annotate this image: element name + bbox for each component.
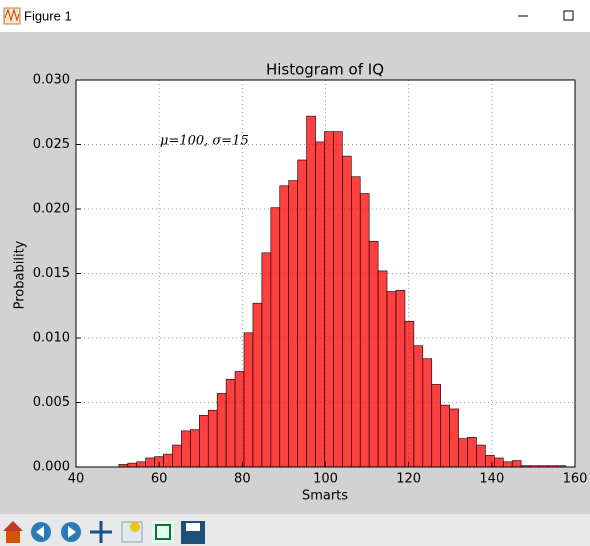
maximize-button[interactable] — [563, 10, 574, 21]
bar — [243, 332, 254, 468]
bar — [368, 240, 379, 468]
pan-button[interactable] — [90, 521, 112, 543]
bar — [485, 455, 495, 468]
bar — [422, 358, 433, 468]
save-button[interactable] — [181, 521, 205, 544]
x-tick-label: 120 — [396, 472, 421, 487]
bar — [449, 408, 459, 468]
bar — [377, 270, 388, 468]
subplots-button[interactable] — [152, 521, 174, 543]
zoom-button[interactable] — [121, 521, 143, 543]
bar — [440, 404, 450, 468]
bar — [270, 207, 281, 468]
bar — [216, 393, 227, 468]
bar — [342, 155, 352, 468]
bar — [458, 438, 468, 468]
bar — [494, 457, 504, 468]
bar — [404, 320, 415, 468]
y-tick-label: 0.030 — [33, 73, 70, 88]
bar — [181, 430, 191, 468]
bar — [386, 291, 397, 468]
bar — [297, 159, 307, 468]
home-button[interactable] — [3, 521, 23, 543]
y-tick-label: 0.020 — [33, 202, 70, 217]
annotation: μ=100, σ=15 — [160, 134, 249, 149]
bar — [234, 371, 245, 468]
bar — [172, 444, 182, 468]
x-tick-label: 100 — [313, 472, 338, 487]
x-tick-label: 60 — [151, 472, 168, 487]
bar — [288, 180, 298, 468]
bar — [467, 437, 477, 468]
bar — [511, 460, 522, 468]
bar — [279, 185, 289, 468]
bar — [145, 457, 155, 468]
bar — [350, 176, 361, 468]
bar — [252, 302, 263, 468]
bar — [315, 141, 325, 468]
bar — [163, 453, 173, 468]
bar — [225, 378, 236, 468]
forward-button[interactable] — [61, 522, 81, 542]
y-tick-label: 0.010 — [33, 331, 70, 346]
title-bar — [0, 0, 590, 32]
bar — [333, 131, 343, 468]
x-tick-label: 160 — [563, 472, 588, 487]
x-tick-label: 80 — [234, 472, 251, 487]
y-axis-label: Probability — [13, 240, 28, 309]
bar — [359, 193, 370, 468]
bar — [127, 462, 138, 468]
y-tick-label: 0.015 — [33, 266, 70, 281]
toolbar — [0, 514, 590, 546]
bar — [431, 384, 441, 468]
bar — [395, 289, 406, 468]
y-tick-label: 0.000 — [33, 460, 70, 475]
bar — [502, 461, 513, 468]
y-tick-label: 0.005 — [33, 395, 70, 410]
y-tick-label: 0.025 — [33, 137, 70, 152]
x-tick-label: 40 — [68, 472, 85, 487]
bar — [324, 131, 334, 468]
bar — [136, 461, 146, 468]
chart-title: Histogram of IQ — [266, 61, 384, 79]
app-icon-wave — [4, 8, 20, 22]
bar — [306, 115, 316, 468]
bar — [198, 415, 209, 468]
bar — [190, 429, 200, 468]
bar — [207, 409, 218, 468]
window-title: Figure 1 — [24, 8, 72, 23]
x-tick-label: 140 — [479, 472, 504, 487]
bar — [413, 345, 424, 468]
x-axis-label: Smarts — [302, 489, 348, 504]
back-button[interactable] — [31, 522, 51, 542]
bar — [476, 444, 486, 468]
bar — [261, 252, 272, 468]
